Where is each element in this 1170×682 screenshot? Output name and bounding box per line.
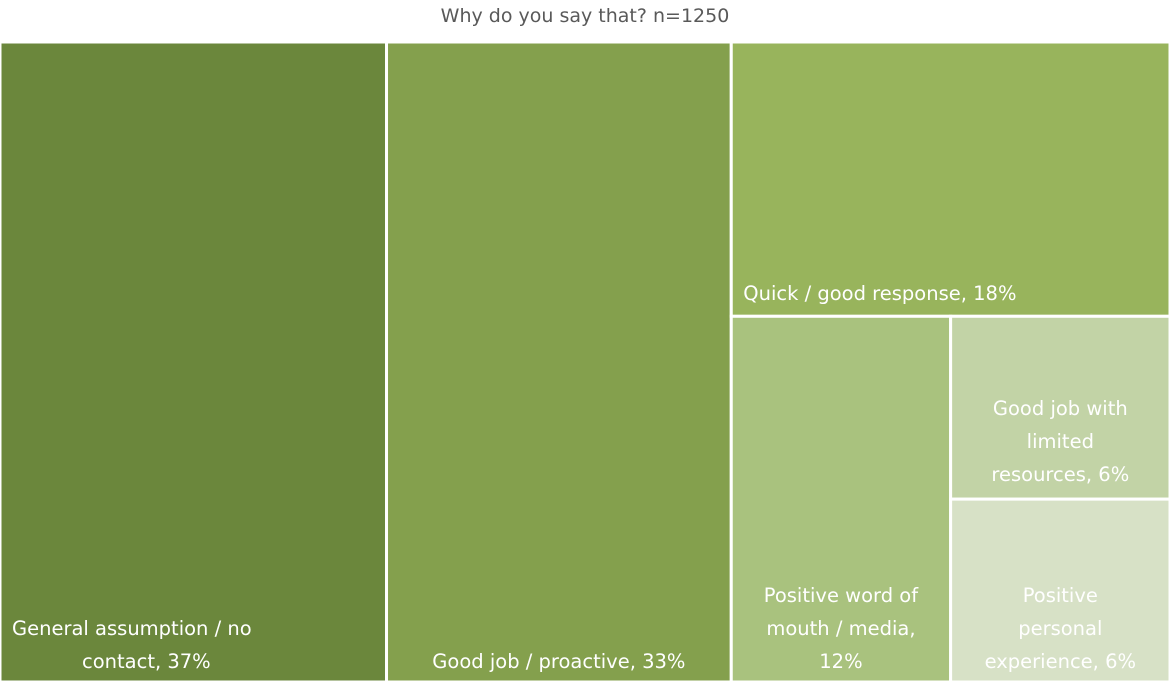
treemap-label-general: General assumption / no contact, 37% — [0, 42, 387, 682]
treemap-label-line: Positive — [1022, 583, 1098, 607]
treemap-label-line: contact, 37% — [82, 650, 211, 673]
treemap-label-quick: Quick / good response, 18% — [731, 42, 1170, 316]
treemap-label-limited: Good job with limited resources, 6% — [951, 316, 1170, 499]
treemap-label-line: experience, 6% — [984, 649, 1137, 673]
treemap-cell-personal — [949, 497, 1170, 682]
treemap-cell-wordofmouth — [729, 314, 953, 682]
treemap-label-personal: Positive personal experience, 6% — [951, 499, 1170, 682]
treemap-label-wordofmouth: Positive word of mouth / media, 12% — [731, 316, 950, 682]
treemap-label-line: Good job with — [992, 397, 1128, 421]
treemap-cell-general — [0, 40, 389, 682]
treemap-label-line: limited — [1026, 430, 1094, 454]
treemap-cell-quick — [729, 40, 1170, 318]
treemap-label-line: Quick / good response, 18% — [743, 282, 1017, 306]
chart-title: Why do you say that? n=1250 — [440, 5, 730, 27]
treemap-label-line: mouth / media, — [766, 616, 916, 640]
treemap-label-line: Good job / proactive, 33% — [432, 650, 686, 673]
treemap-label-line: Positive word of — [763, 583, 919, 607]
treemap-label-line: 12% — [819, 649, 863, 673]
treemap-label-line: personal — [1018, 616, 1103, 640]
treemap-cell-goodjob — [385, 40, 733, 682]
treemap-cell-limited — [949, 314, 1170, 501]
treemap-label-line: General assumption / no — [12, 617, 252, 640]
treemap-label-line: resources, 6% — [991, 463, 1130, 487]
treemap-label-goodjob: Good job / proactive, 33% — [387, 42, 732, 682]
